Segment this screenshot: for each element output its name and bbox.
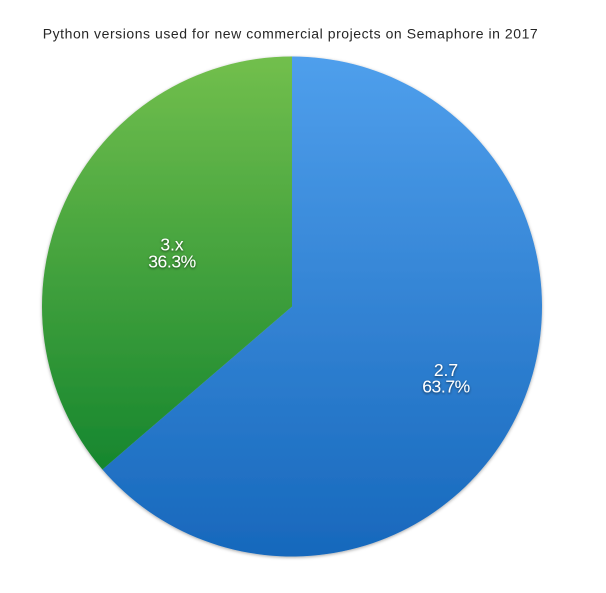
svg-text:3.x: 3.x (160, 235, 184, 255)
svg-text:Python versions used for new c: Python versions used for new commercial … (43, 26, 539, 42)
svg-text:36.3%: 36.3% (148, 251, 196, 271)
svg-text:63.7%: 63.7% (422, 377, 470, 397)
svg-text:2.7: 2.7 (434, 360, 458, 380)
